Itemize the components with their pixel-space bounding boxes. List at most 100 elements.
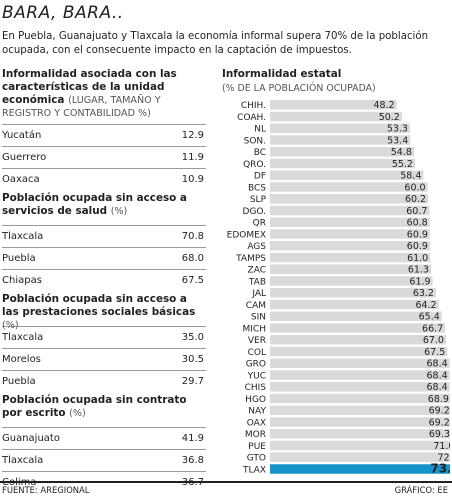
bar xyxy=(270,288,436,298)
graphic-credit: GRÁFICO: EE xyxy=(394,485,448,495)
bar xyxy=(270,264,432,274)
value-label: 69.3 xyxy=(429,429,450,440)
value-label: 58.4 xyxy=(400,171,421,182)
category-label: EDOMEX xyxy=(227,230,266,240)
value-label: 64.2 xyxy=(415,300,436,311)
value-label: 63.2 xyxy=(413,288,434,299)
category-label: BCS xyxy=(248,183,266,193)
bar xyxy=(270,170,424,180)
bar xyxy=(270,194,429,204)
source-note: FUENTE: AREGIONAL xyxy=(2,485,90,495)
bar xyxy=(270,335,446,345)
table-informalidad-unidad: Informalidad asociada con las caracterís… xyxy=(2,68,206,190)
row-value: 36.8 xyxy=(181,455,204,466)
bar xyxy=(270,158,415,169)
value-label: 53.3 xyxy=(387,124,408,135)
category-label: HGO xyxy=(245,395,266,405)
bar xyxy=(270,440,450,451)
value-label: 61.3 xyxy=(408,265,429,276)
row-label: Yucatán xyxy=(2,130,42,141)
category-label: MOR xyxy=(245,430,266,440)
row-value: 68.0 xyxy=(181,253,204,264)
chart-title: Informalidad estatal xyxy=(222,68,342,80)
bar xyxy=(270,429,450,439)
table-row: Tlaxcala 36.8 xyxy=(2,449,206,471)
table-row: Tlaxcala 35.0 xyxy=(2,326,206,348)
value-label: 66.7 xyxy=(422,323,443,334)
row-label: Morelos xyxy=(2,354,41,365)
table-title-note: (LUGAR, TAMAÑO Y REGISTRO Y CONTABILIDAD… xyxy=(2,95,161,119)
category-label: NAY xyxy=(248,407,266,417)
row-value: 30.5 xyxy=(181,354,204,365)
value-label: 60.2 xyxy=(405,194,426,205)
bar xyxy=(270,252,431,263)
row-value: 70.8 xyxy=(181,231,204,242)
bar xyxy=(270,452,450,462)
row-value: 12.9 xyxy=(181,130,204,141)
bar xyxy=(270,370,450,380)
bar xyxy=(270,111,402,122)
table-title: Informalidad asociada con las caracterís… xyxy=(2,68,206,124)
bar xyxy=(270,464,450,474)
chart-subtitle: (% DE LA POBLACIÓN OCUPADA) xyxy=(222,83,376,94)
category-label: CHIS xyxy=(245,383,267,393)
value-label: 67.5 xyxy=(424,347,445,358)
bar xyxy=(270,217,430,227)
category-label: COAH. xyxy=(237,113,266,123)
category-label: NL xyxy=(254,125,266,135)
bar xyxy=(270,417,450,427)
table-title: Población ocupada sin contrato por escri… xyxy=(2,394,206,427)
value-label: 72.6 xyxy=(438,453,450,464)
bar-chart: CHIH. 48.2 COAH. 50.2 NL 53.3 SON. 53.4 BC 54.8 QR… xyxy=(227,100,450,475)
bar xyxy=(270,205,430,216)
value-label: 50.2 xyxy=(379,112,400,123)
row-label: Tlaxcala xyxy=(2,455,44,466)
bar xyxy=(270,323,446,333)
bar xyxy=(270,100,397,110)
bar xyxy=(270,147,414,157)
bar xyxy=(270,382,450,392)
category-label: YUC xyxy=(247,371,266,381)
table-row: Yucatán 12.9 xyxy=(2,124,206,146)
category-label: CAM xyxy=(246,301,266,311)
table-title: Población ocupada sin acceso a servicios… xyxy=(2,192,206,225)
value-label: 53.4 xyxy=(387,135,408,146)
category-label: SLP xyxy=(250,195,267,205)
value-label: 69.2 xyxy=(429,406,450,417)
value-label: 68.9 xyxy=(428,394,449,405)
bar xyxy=(270,123,410,133)
table-row: Morelos 30.5 xyxy=(2,348,206,370)
bar xyxy=(270,229,430,239)
row-label: Guerrero xyxy=(2,152,47,163)
value-label: 61.9 xyxy=(409,276,430,287)
table-row: Oaxaca 10.9 xyxy=(2,168,206,190)
category-label: TAB xyxy=(248,277,266,287)
table-row: Guerrero 11.9 xyxy=(2,146,206,168)
category-label: GRO xyxy=(246,360,266,370)
value-label: 69.2 xyxy=(429,417,450,428)
table-title-text: Informalidad asociada con las caracterís… xyxy=(2,68,177,106)
category-label: BC xyxy=(254,148,266,158)
value-label: 73.1 xyxy=(430,461,450,475)
row-value: 67.5 xyxy=(181,275,204,286)
bar xyxy=(270,135,411,145)
value-label: 55.2 xyxy=(392,159,413,170)
row-value: 41.9 xyxy=(181,433,204,444)
table-row: Chiapas 67.5 xyxy=(2,269,206,291)
row-label: Tlaxcala xyxy=(2,332,44,343)
table-title-text: Población ocupada sin contrato por escri… xyxy=(2,394,187,419)
table-row: Guanajuato 41.9 xyxy=(2,427,206,449)
category-label: ZAC xyxy=(248,266,266,276)
bar xyxy=(270,276,433,286)
category-label: DF xyxy=(254,172,266,182)
value-label: 68.4 xyxy=(426,382,447,393)
value-label: 65.4 xyxy=(419,312,440,323)
category-label: OAX xyxy=(247,418,266,428)
bar xyxy=(270,393,450,404)
table-row: Tlaxcala 70.8 xyxy=(2,225,206,247)
value-label: 68.4 xyxy=(426,370,447,381)
bar xyxy=(270,182,428,192)
table-title-note: (%) xyxy=(110,206,128,217)
table-sin-salud: Población ocupada sin acceso a servicios… xyxy=(2,192,206,291)
table-row: Puebla 68.0 xyxy=(2,247,206,269)
